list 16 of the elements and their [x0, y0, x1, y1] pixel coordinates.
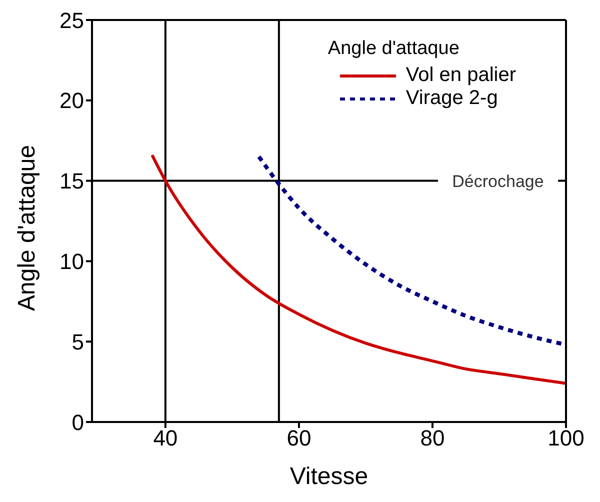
y-tick-label: 20 [60, 88, 84, 114]
x-tick-label: 40 [153, 426, 178, 451]
y-axis-title: Angle d'attaque [14, 144, 41, 311]
y-tick-label: 15 [60, 168, 84, 194]
x-tick-label: 100 [548, 426, 584, 451]
y-tick-label: 25 [60, 8, 84, 33]
y-tick-label: 5 [72, 329, 84, 354]
x-axis-title: Vitesse [290, 463, 368, 490]
x-tick-label: 60 [286, 426, 312, 451]
x-tick-label: 80 [420, 426, 445, 451]
y-tick-label: 10 [60, 249, 84, 274]
legend-label: Virage 2-g [406, 87, 498, 110]
legend-title: Angle d'attaque [328, 38, 460, 60]
y-tick-label: 0 [72, 410, 84, 435]
legend-label: Vol en palier [406, 64, 516, 87]
ref-line-label: Décrochage [452, 172, 544, 191]
